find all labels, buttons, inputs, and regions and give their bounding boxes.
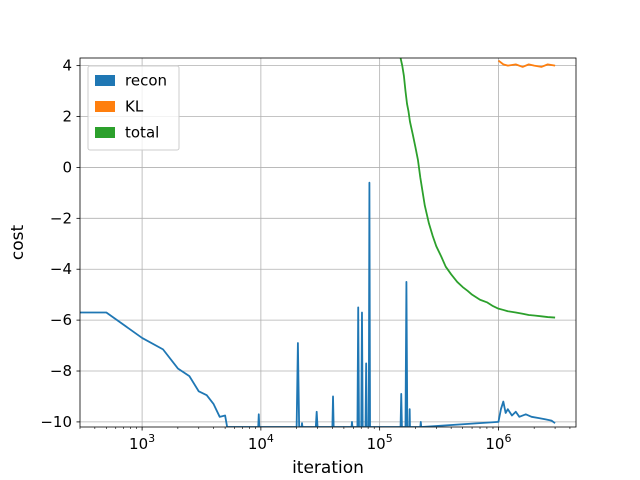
legend-swatch-KL (95, 101, 115, 112)
series-line-KL (497, 59, 556, 68)
plot-area-frame (79, 57, 577, 428)
y-tick-label: −6 (50, 311, 72, 329)
x-tick-label: 106 (485, 432, 511, 453)
x-tick-label-base: 10 (248, 435, 267, 453)
y-tick-label: −10 (40, 413, 72, 431)
x-tick-label-base: 10 (485, 435, 504, 453)
x-axis: 103 104 105 106 (79, 427, 571, 453)
series-layer (80, 58, 556, 427)
legend: recon KL total (87, 65, 180, 151)
y-tick-label: −4 (50, 260, 72, 278)
x-tick-label: 104 (248, 432, 274, 453)
x-tick-label-exponent: 3 (148, 432, 155, 445)
legend-label-total: total (125, 124, 159, 142)
legend-label-recon: recon (125, 72, 167, 90)
y-tick-label: −8 (50, 362, 72, 380)
y-tick-label: −2 (50, 209, 72, 227)
series-line-total (399, 58, 556, 319)
x-tick-label-base: 10 (367, 435, 386, 453)
y-axis-label: cost (8, 225, 28, 261)
x-tick-label: 105 (367, 432, 393, 453)
x-tick-label-base: 10 (129, 435, 148, 453)
y-tick-label: 0 (62, 158, 72, 176)
x-tick-label-exponent: 5 (386, 432, 393, 445)
grid (80, 58, 576, 427)
legend-swatch-total (95, 127, 115, 138)
legend-swatch-recon (95, 75, 115, 86)
legend-label-KL: KL (125, 98, 144, 116)
series-line-recon (80, 181, 556, 427)
x-axis-label: iteration (292, 458, 364, 478)
y-tick-label: 2 (62, 108, 72, 126)
y-tick-label: 4 (62, 57, 72, 75)
x-tick-label-exponent: 4 (267, 432, 274, 445)
y-axis: 4 2 0 −2 −4 −6 −8 −10 (40, 57, 80, 431)
x-tick-label-exponent: 6 (504, 432, 511, 445)
x-tick-label: 103 (129, 432, 155, 453)
